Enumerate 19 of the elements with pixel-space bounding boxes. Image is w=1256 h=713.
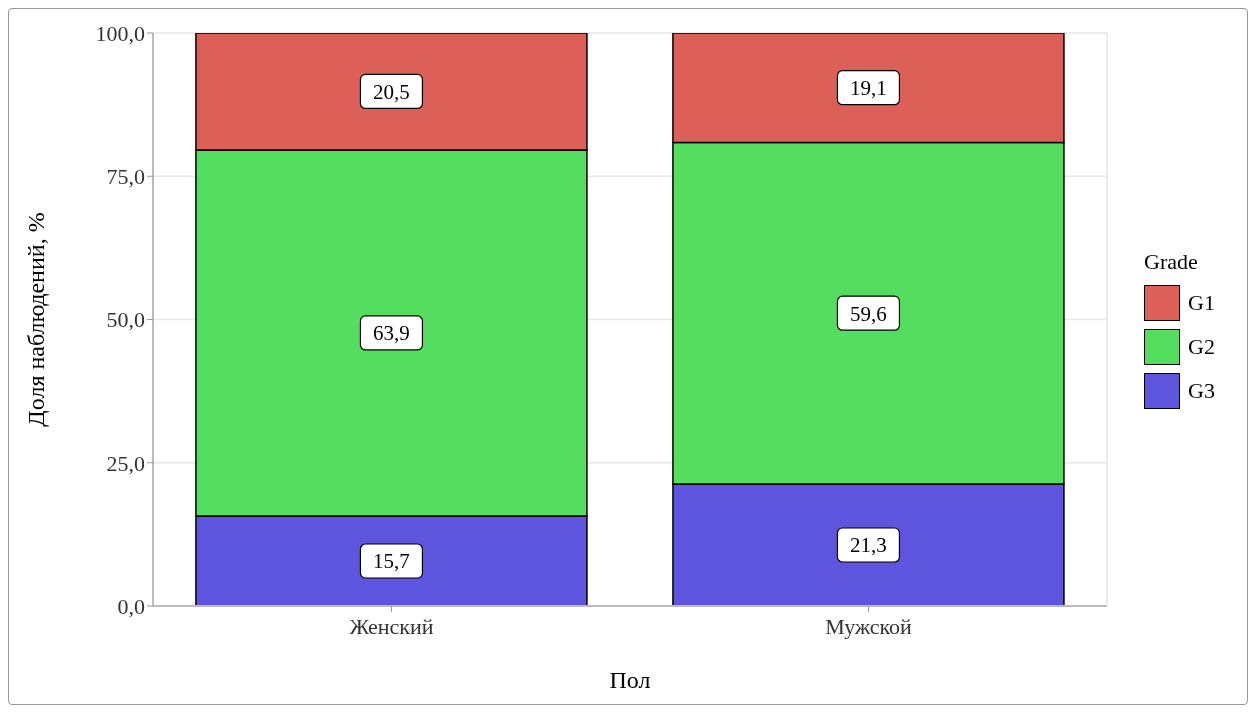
- data-label: 21,3: [850, 533, 887, 558]
- y-tick-label: 0,0: [117, 593, 145, 619]
- data-label: 59,6: [850, 301, 887, 326]
- x-axis-title: Пол: [609, 667, 651, 693]
- y-axis-title: Доля наблюдений, %: [22, 212, 49, 427]
- data-label: 63,9: [373, 321, 410, 346]
- data-label: 20,5: [373, 79, 410, 104]
- legend-label: G3: [1188, 378, 1215, 404]
- y-tick-label: 100,0: [95, 20, 145, 46]
- legend-title: Grade: [1144, 249, 1199, 275]
- y-tick-label: 25,0: [106, 450, 145, 476]
- x-tick-label: Мужской: [825, 613, 913, 639]
- y-tick-label: 50,0: [106, 307, 145, 333]
- legend-label: G2: [1188, 334, 1215, 360]
- data-label: 19,1: [850, 76, 887, 101]
- y-tick-label: 75,0: [106, 164, 145, 190]
- data-label: 15,7: [373, 549, 410, 574]
- legend-label: G1: [1188, 290, 1215, 316]
- x-tick-label: Женский: [349, 613, 434, 639]
